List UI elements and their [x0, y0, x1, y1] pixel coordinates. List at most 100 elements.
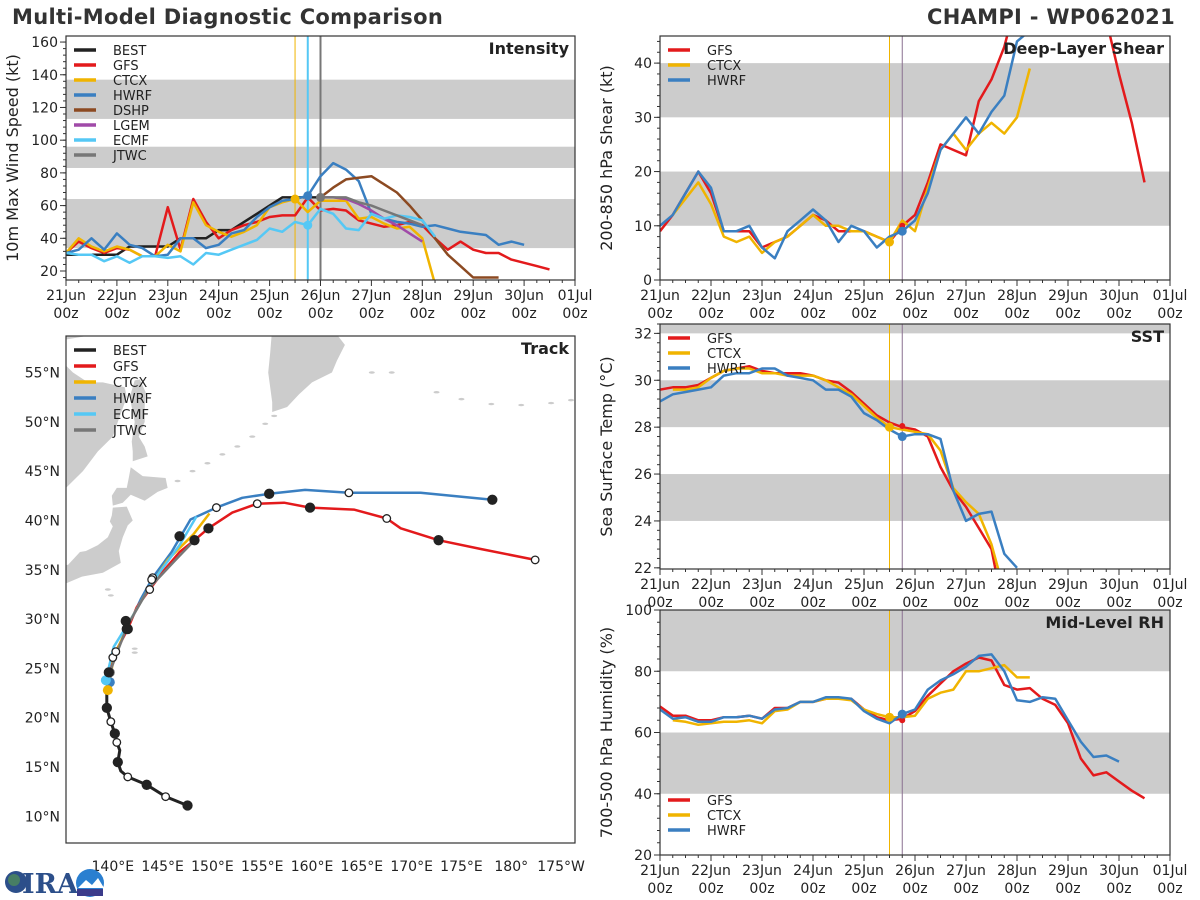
track-marker-filled — [182, 800, 193, 811]
x-tick-date: 24Jun — [793, 288, 833, 304]
x-tick-label: 25Jun 00z — [844, 288, 884, 322]
island — [388, 371, 395, 374]
x-tick-label: 29Jun 00z — [1048, 288, 1088, 322]
x-tick-date: 01Jul — [1153, 863, 1188, 879]
legend-label: ECMF — [113, 134, 149, 149]
land-okhotsk-coast — [66, 336, 87, 340]
lat-tick-label: 50°N — [25, 415, 60, 431]
track-marker-filled — [433, 535, 444, 546]
x-tick-date: 30Jun — [504, 288, 544, 304]
x-tick-hour: 00z — [1106, 306, 1131, 322]
x-tick-date: 26Jun — [895, 577, 935, 593]
x-tick-date: 01Jul — [558, 288, 593, 304]
x-tick-hour: 00z — [1004, 306, 1029, 322]
x-tick-label: 28Jun 00z — [402, 288, 442, 322]
island — [131, 647, 138, 650]
init-point-ecmf — [303, 220, 313, 230]
y-tick-label: 0 — [643, 273, 652, 289]
track-marker-filled — [189, 535, 200, 546]
x-tick-label: 22Jun 00z — [97, 288, 137, 322]
island — [548, 401, 555, 405]
x-tick-date: 01Jul — [1153, 288, 1188, 304]
x-tick-label: 01Jul 00z — [558, 288, 593, 322]
x-tick-date: 01Jul — [1153, 577, 1188, 593]
island — [174, 479, 181, 483]
track-marker-filled — [487, 494, 498, 505]
legend-label: CTCX — [707, 59, 741, 74]
track-marker-filled — [121, 623, 132, 635]
island — [271, 414, 278, 418]
legend-label: CTCX — [113, 74, 147, 89]
x-tick-date: 25Jun — [844, 863, 884, 879]
x-tick-label: 30Jun 00z — [504, 288, 544, 322]
lon-tick-label: 140°E — [92, 859, 135, 875]
x-tick-label: 29Jun 00z — [453, 288, 493, 322]
track-marker-open — [252, 499, 262, 509]
y-tick-label: 32 — [634, 326, 652, 342]
x-tick-hour: 00z — [698, 881, 723, 897]
legend-label: BEST — [113, 44, 146, 59]
track-marker-open — [147, 575, 157, 585]
x-tick-hour: 00z — [902, 306, 927, 322]
x-tick-date: 21Jun — [46, 288, 86, 304]
init-point-hwrf — [303, 191, 313, 201]
init-point-ctcx — [290, 194, 300, 204]
track-init-point-ctcx — [102, 685, 113, 696]
y-tick-label: 26 — [634, 467, 652, 483]
track-marker-open — [211, 503, 221, 513]
x-tick-label: 26Jun 00z — [301, 288, 341, 322]
x-tick-label: 27Jun 00z — [946, 577, 986, 611]
x-tick-hour: 00z — [698, 306, 723, 322]
x-tick-date: 28Jun — [997, 288, 1037, 304]
x-tick-date: 22Jun — [691, 288, 731, 304]
shear-panel: 0 10 20 30 40 21Jun 00z 22Jun 00z 23Jun 00z 24Jun 00… — [597, 35, 1188, 322]
x-tick-label: 27Jun 00z — [352, 288, 392, 322]
x-tick-label: 26Jun 00z — [895, 577, 935, 611]
x-tick-hour: 00z — [953, 881, 978, 897]
legend-label: CTCX — [707, 809, 741, 824]
logo-text: IRA — [22, 869, 79, 900]
lat-tick-label: 35°N — [25, 563, 60, 579]
x-tick-hour: 00z — [749, 306, 774, 322]
x-tick-date: 28Jun — [402, 288, 442, 304]
x-tick-date: 24Jun — [793, 577, 833, 593]
lon-tick-label: 165°E — [341, 859, 384, 875]
track-line-jtwc — [108, 539, 196, 673]
x-tick-hour: 00z — [410, 306, 435, 322]
land-kamchatka — [268, 336, 345, 412]
x-tick-date: 23Jun — [742, 288, 782, 304]
x-tick-hour: 00z — [902, 881, 927, 897]
x-tick-date: 26Jun — [895, 863, 935, 879]
lon-tick-label: 160°E — [291, 859, 334, 875]
x-tick-date: 25Jun — [844, 577, 884, 593]
x-tick-hour: 00z — [308, 306, 333, 322]
threshold-band — [660, 63, 1170, 118]
y-tick-label: 10 — [634, 219, 652, 235]
track-marker-open — [530, 555, 540, 565]
threshold-band — [660, 171, 1170, 226]
y-axis-label: 10m Max Wind Speed (kt) — [3, 54, 22, 262]
init-point-ctcx — [885, 422, 894, 432]
legend-label: LGEM — [113, 119, 150, 134]
x-tick-date: 25Jun — [844, 288, 884, 304]
series-line-hwrf — [660, 653, 1120, 763]
x-tick-label: 25Jun 00z — [844, 577, 884, 611]
track-marker-filled — [103, 667, 114, 678]
island — [189, 469, 196, 473]
track-marker-open — [123, 772, 133, 782]
x-tick-hour: 00z — [953, 306, 978, 322]
legend-label: HWRF — [707, 74, 746, 89]
x-tick-label: 01Jul 00z — [1153, 577, 1188, 611]
y-tick-label: 28 — [634, 420, 652, 436]
land-hokkaido — [111, 467, 168, 506]
track-marker-open — [161, 792, 171, 802]
legend-label: HWRF — [707, 824, 746, 839]
x-tick-date: 26Jun — [301, 288, 341, 304]
x-tick-hour: 00z — [359, 306, 384, 322]
x-tick-date: 24Jun — [199, 288, 239, 304]
legend-label: GFS — [113, 59, 139, 74]
island — [488, 402, 495, 406]
y-tick-label: 40 — [634, 787, 652, 803]
